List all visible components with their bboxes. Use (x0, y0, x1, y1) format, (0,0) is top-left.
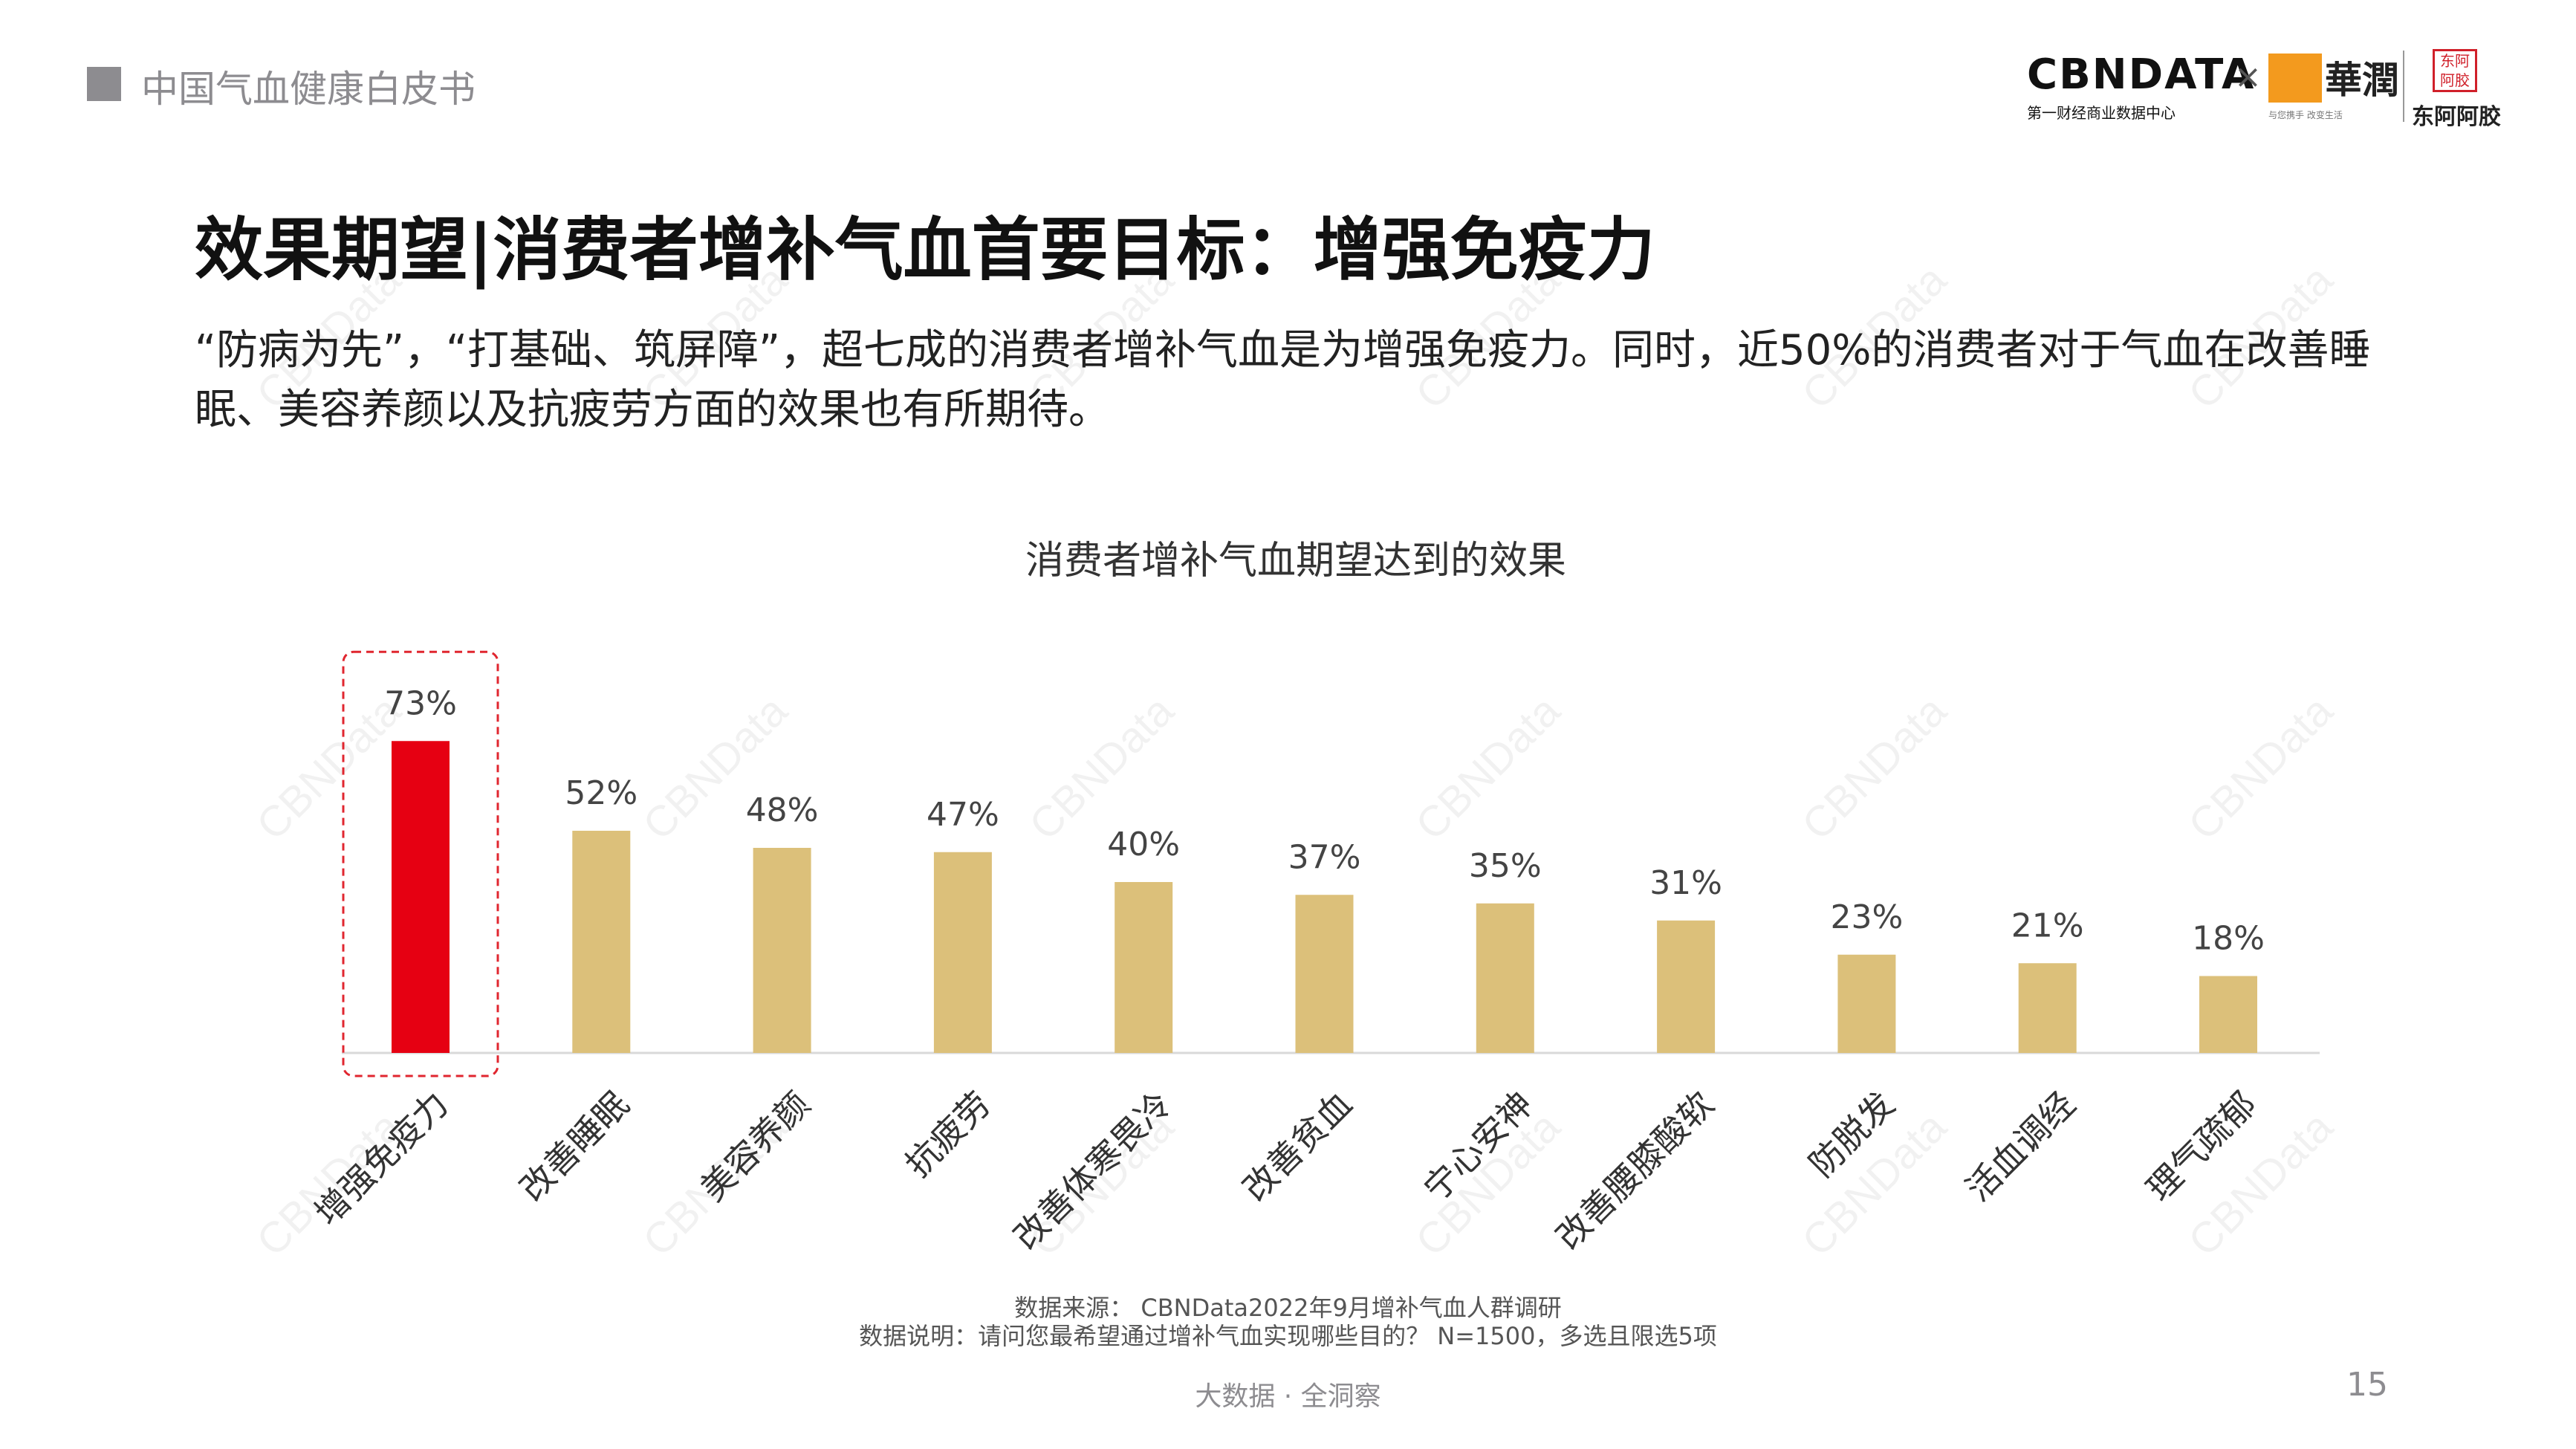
bar (572, 831, 631, 1053)
bar (392, 741, 450, 1053)
x-tick-label: 活血调经 (1958, 1084, 2083, 1209)
huarun-logo-text: 華潤 (2325, 58, 2399, 102)
x-tick-label: 美容养颜 (692, 1084, 817, 1209)
dongeejiao-logo-text: 东阿阿胶 (2412, 104, 2501, 130)
x-tick-label: 改善睡眠 (512, 1084, 637, 1209)
data-label: 73% (384, 684, 457, 722)
page-number: 15 (2346, 1366, 2388, 1404)
data-label: 21% (2011, 907, 2084, 944)
bar (1837, 954, 1896, 1053)
logo-divider (2403, 51, 2404, 122)
data-label: 47% (927, 796, 999, 834)
huarun-logo: 華潤 与您携手 改变生活 (2268, 49, 2399, 123)
report-title: 中国气血健康白皮书 (141, 68, 476, 111)
data-label: 23% (1831, 898, 1904, 936)
data-label: 31% (1649, 864, 1722, 902)
x-tick-label: 改善腰膝酸软 (1548, 1084, 1722, 1257)
header-marker (87, 67, 121, 101)
x-tick-label: 理气疏郁 (2138, 1084, 2263, 1209)
bar (1476, 903, 1534, 1053)
page-title: 效果期望|消费者增补气血首要目标：增强免疫力 (195, 210, 1655, 290)
x-tick-label: 改善体寒畏冷 (1006, 1084, 1179, 1257)
cbndata-logo-subtitle: 第一财经商业数据中心 (2027, 104, 2176, 122)
dongeejiao-logo: 东阿阿胶 东阿阿胶 (2412, 49, 2508, 130)
bar (753, 848, 811, 1053)
x-tick-label: 抗疲劳 (898, 1084, 999, 1185)
bar (1295, 895, 1354, 1053)
x-tick-label: 增强免疫力 (307, 1084, 456, 1234)
huarun-logo-slogan: 与您携手 改变生活 (2268, 110, 2343, 120)
dongeejiao-seal-icon: 东阿阿胶 (2433, 49, 2477, 92)
bar (1115, 882, 1173, 1053)
logo-separator: × (2234, 58, 2262, 96)
bar (2199, 976, 2257, 1053)
intro-paragraph: “防病为先”，“打基础、筑屏障”，超七成的消费者增补气血是为增强免疫力。同时，近… (195, 326, 2371, 434)
bar (1657, 920, 1716, 1053)
x-tick-label: 防脱发 (1801, 1084, 1902, 1185)
data-note: 数据说明：请问您最希望通过增补气血实现哪些目的？ N=1500，多选且限选5项 (859, 1322, 1717, 1350)
highlight-box (342, 650, 499, 1077)
chart-title: 消费者增补气血期望达到的效果 (1025, 539, 1567, 583)
data-label: 37% (1288, 838, 1361, 876)
bar (2018, 963, 2077, 1053)
huarun-logo-icon (2268, 54, 2322, 103)
cbndata-logo: CBNDATA 第一财经商业数据中心 (2027, 51, 2256, 123)
data-label: 52% (565, 774, 637, 812)
data-source: 数据来源： CBNData2022年9月增补气血人群调研 (1014, 1294, 1562, 1322)
x-tick-label: 宁心安神 (1415, 1084, 1540, 1209)
data-label: 18% (2192, 920, 2265, 958)
data-label: 48% (746, 791, 819, 829)
data-label: 35% (1469, 847, 1542, 885)
x-tick-label: 改善贫血 (1235, 1084, 1360, 1209)
footer-tagline: 大数据 · 全洞察 (1195, 1381, 1381, 1412)
cbndata-logo-text: CBNDATA (2027, 51, 2256, 99)
bar (933, 852, 992, 1053)
data-label: 40% (1107, 826, 1180, 863)
